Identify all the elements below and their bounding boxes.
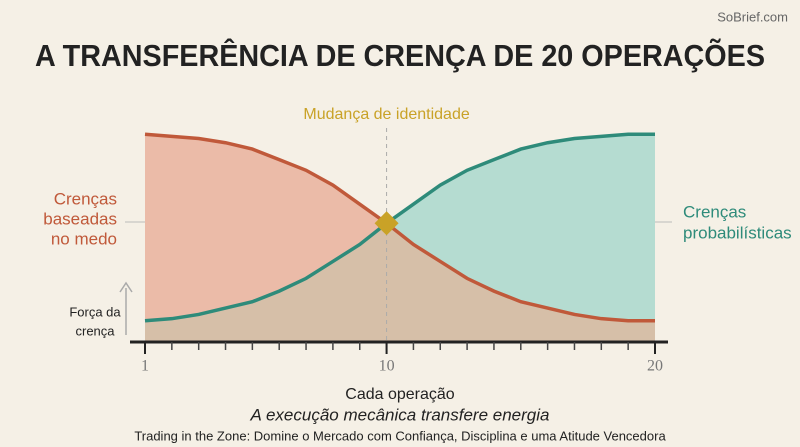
- y-axis-label: Força da: [69, 304, 121, 319]
- series-label: Crenças: [683, 202, 746, 221]
- chart-title: A TRANSFERÊNCIA DE CRENÇA DE 20 OPERAÇÕE…: [35, 37, 765, 73]
- x-axis-label: Cada operação: [345, 386, 455, 403]
- series-label: no medo: [51, 229, 117, 248]
- line: [144, 132, 655, 323]
- annotation-label: Mudança de identidade: [303, 106, 469, 123]
- x-tick-label: 1: [141, 358, 149, 375]
- y-axis-label: crença: [75, 323, 115, 338]
- crossing-marker: [374, 211, 399, 236]
- y-arrow-head: [119, 281, 133, 293]
- series-label: Crenças: [54, 189, 117, 208]
- x-tick-label: 20: [647, 358, 663, 375]
- subtitle: A execução mecânica transfere energia: [250, 405, 550, 424]
- series-label: probabilísticas: [683, 223, 792, 242]
- source: Trading in the Zone: Domine o Mercado co…: [134, 428, 666, 443]
- series-label: baseadas: [43, 209, 117, 228]
- x-tick-label: 10: [379, 358, 395, 375]
- line: [144, 132, 655, 323]
- watermark: SoBrief.com: [717, 9, 788, 24]
